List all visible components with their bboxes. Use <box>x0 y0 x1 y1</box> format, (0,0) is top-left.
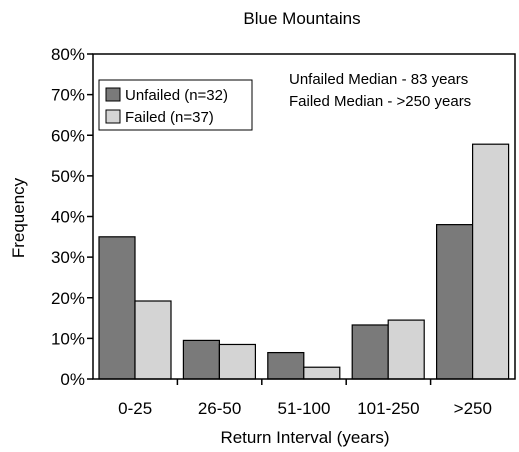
x-tick-label: >250 <box>454 399 492 418</box>
x-tick-label: 101-250 <box>357 399 419 418</box>
bar-unfailed-1 <box>182 339 220 380</box>
y-tick-label: 60% <box>51 126 85 145</box>
y-axis: 0% 10% 20% 30% 40% 50% 60% 70% 80% <box>51 45 93 389</box>
bar-unfailed-2 <box>267 351 305 380</box>
x-axis: 0-25 26-50 51-100 101-250 >250 <box>118 379 492 418</box>
legend-label-failed: Failed (n=37) <box>125 109 214 126</box>
bar-failed-4 <box>472 143 510 380</box>
bar-failed-0 <box>134 300 172 380</box>
bar-failed-1 <box>218 343 256 380</box>
y-tick-label: 40% <box>51 208 85 227</box>
bar-unfailed-3 <box>351 324 389 380</box>
bar-unfailed-0 <box>98 236 136 380</box>
legend-box <box>98 79 253 131</box>
x-axis-title: Return Interval (years) <box>220 428 389 447</box>
y-axis-title: Frequency <box>9 177 28 258</box>
bars-group <box>98 143 510 380</box>
x-tick-label: 51-100 <box>278 399 331 418</box>
bar-failed-2 <box>303 366 341 380</box>
y-tick-label: 10% <box>51 329 85 348</box>
bar-unfailed-4 <box>436 224 474 380</box>
y-tick-label: 0% <box>60 370 85 389</box>
annotation-unfailed-median: Unfailed Median - 83 years <box>289 71 468 88</box>
plot-frame <box>92 53 516 380</box>
x-tick-label: 26-50 <box>198 399 241 418</box>
y-tick-label: 20% <box>51 289 85 308</box>
chart-title: Blue Mountains <box>243 9 360 28</box>
legend-swatch-failed <box>105 109 121 124</box>
bar-failed-3 <box>387 319 425 380</box>
median-annotation: Unfailed Median - 83 years Failed Median… <box>289 71 471 110</box>
annotation-failed-median: Failed Median - >250 years <box>289 93 471 110</box>
legend: Unfailed (n=32) Failed (n=37) <box>98 79 253 131</box>
y-tick-label: 80% <box>51 45 85 64</box>
legend-label-unfailed: Unfailed (n=32) <box>125 87 228 104</box>
y-tick-label: 30% <box>51 248 85 267</box>
legend-swatch-unfailed <box>105 87 121 102</box>
x-tick-label: 0-25 <box>118 399 152 418</box>
y-tick-label: 50% <box>51 167 85 186</box>
y-tick-label: 70% <box>51 86 85 105</box>
